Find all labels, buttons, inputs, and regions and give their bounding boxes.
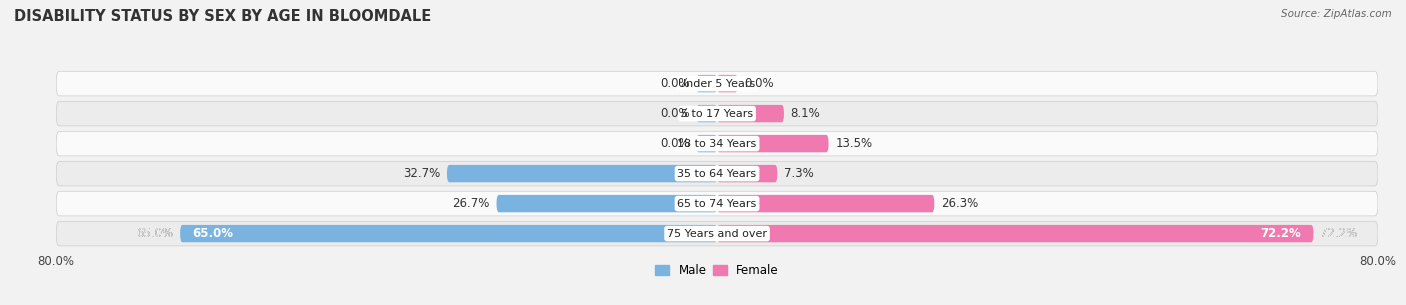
Text: 65.0%: 65.0%	[136, 227, 173, 240]
Text: 8.1%: 8.1%	[790, 107, 820, 120]
Text: 65.0%: 65.0%	[193, 227, 233, 240]
FancyBboxPatch shape	[696, 75, 717, 92]
FancyBboxPatch shape	[447, 165, 717, 182]
FancyBboxPatch shape	[717, 195, 935, 212]
FancyBboxPatch shape	[56, 161, 1378, 186]
FancyBboxPatch shape	[56, 221, 1378, 246]
FancyBboxPatch shape	[496, 195, 717, 212]
Text: 5 to 17 Years: 5 to 17 Years	[681, 109, 754, 119]
Legend: Male, Female: Male, Female	[655, 264, 779, 277]
Text: 7.3%: 7.3%	[785, 167, 814, 180]
Text: 0.0%: 0.0%	[661, 137, 690, 150]
FancyBboxPatch shape	[717, 225, 1313, 242]
FancyBboxPatch shape	[180, 225, 717, 242]
FancyBboxPatch shape	[696, 135, 717, 152]
Text: 13.5%: 13.5%	[835, 137, 872, 150]
Text: DISABILITY STATUS BY SEX BY AGE IN BLOOMDALE: DISABILITY STATUS BY SEX BY AGE IN BLOOM…	[14, 9, 432, 24]
FancyBboxPatch shape	[696, 105, 717, 122]
Text: 65.0%: 65.0%	[136, 227, 173, 240]
FancyBboxPatch shape	[56, 71, 1378, 96]
FancyBboxPatch shape	[717, 75, 738, 92]
Text: Under 5 Years: Under 5 Years	[679, 79, 755, 88]
Text: 72.2%: 72.2%	[1260, 227, 1301, 240]
FancyBboxPatch shape	[56, 101, 1378, 126]
FancyBboxPatch shape	[717, 105, 785, 122]
Text: 75 Years and over: 75 Years and over	[666, 229, 768, 239]
FancyBboxPatch shape	[56, 191, 1378, 216]
Text: 35 to 64 Years: 35 to 64 Years	[678, 169, 756, 179]
Text: 0.0%: 0.0%	[744, 77, 773, 90]
Text: 72.2%: 72.2%	[1320, 227, 1357, 240]
Text: 0.0%: 0.0%	[661, 77, 690, 90]
FancyBboxPatch shape	[717, 165, 778, 182]
Text: Source: ZipAtlas.com: Source: ZipAtlas.com	[1281, 9, 1392, 19]
Text: 0.0%: 0.0%	[661, 107, 690, 120]
Text: 65 to 74 Years: 65 to 74 Years	[678, 199, 756, 209]
Text: 26.7%: 26.7%	[453, 197, 489, 210]
Text: 72.2%: 72.2%	[1320, 227, 1357, 240]
Text: 26.3%: 26.3%	[941, 197, 979, 210]
Text: 18 to 34 Years: 18 to 34 Years	[678, 138, 756, 149]
FancyBboxPatch shape	[56, 131, 1378, 156]
FancyBboxPatch shape	[717, 135, 828, 152]
Text: 32.7%: 32.7%	[404, 167, 440, 180]
